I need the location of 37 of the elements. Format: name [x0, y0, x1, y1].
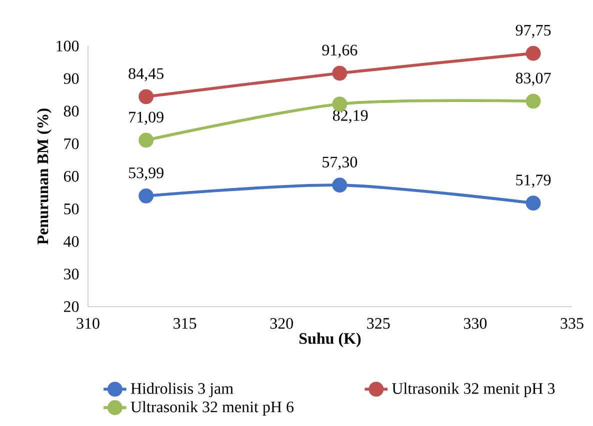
legend-label: Hidrolisis 3 jam	[130, 382, 234, 398]
y-axis-title: Penurunan BM (%)	[36, 108, 52, 245]
y-tick-label: 60	[64, 170, 79, 182]
data-label: 83,07	[516, 72, 551, 86]
legend-label: Ultrasonik 32 menit pH 3	[392, 382, 555, 398]
data-label: 51,79	[516, 174, 551, 188]
y-tick-label: 20	[64, 301, 79, 312]
y-tick-label: 70	[64, 138, 79, 150]
data-label: 71,09	[129, 112, 164, 125]
x-tick-label: 335	[560, 318, 584, 329]
point	[138, 188, 154, 204]
x-tick-label: 315	[174, 318, 196, 329]
x-tick-label: 320	[270, 318, 293, 329]
y-tick-label: 100	[56, 40, 79, 52]
y-tick-label: 40	[64, 236, 79, 247]
data-label: 97,75	[516, 24, 551, 38]
x-tick-label: 330	[464, 318, 487, 329]
y-tick-label: 90	[64, 73, 79, 84]
x-axis-title: Suhu (K)	[300, 332, 361, 348]
point	[526, 94, 541, 109]
x-tick-label: 310	[76, 318, 100, 329]
point	[138, 89, 154, 104]
point	[526, 46, 541, 61]
legend-label: Ultrasonik 32 menit pH 6	[130, 401, 294, 416]
point	[526, 196, 541, 211]
point	[332, 66, 348, 81]
point	[138, 132, 154, 148]
x-tick-label: 325	[367, 318, 390, 329]
point	[332, 178, 348, 193]
data-label: 53,99	[129, 167, 164, 181]
y-tick-label: 30	[64, 268, 79, 280]
y-tick-label: 80	[64, 106, 79, 117]
data-label: 57,30	[322, 156, 358, 170]
data-label: 91,66	[322, 44, 358, 58]
y-tick-label: 50	[64, 204, 79, 214]
data-label: 84,45	[128, 68, 164, 82]
data-label: 82,19	[332, 110, 368, 124]
